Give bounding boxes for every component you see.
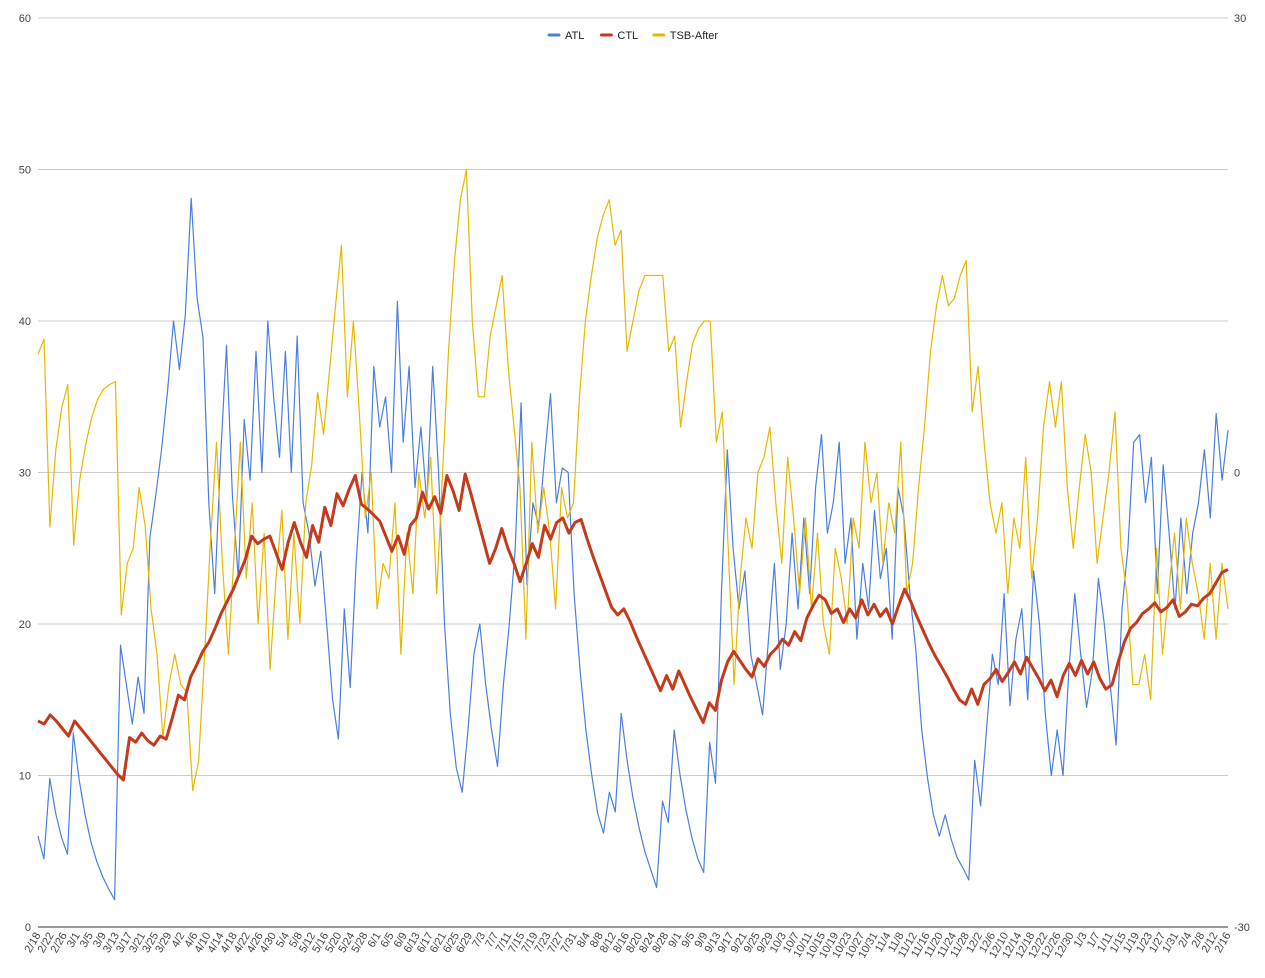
left-tick-label: 60	[19, 13, 31, 25]
legend-label: ATL	[565, 30, 584, 42]
legend[interactable]: ATL CTL TSB-After	[547, 30, 719, 42]
series-group	[37, 168, 1229, 901]
right-tick-label: -30	[1234, 922, 1250, 934]
legend-item-ctl[interactable]: CTL	[599, 30, 638, 42]
gridlines	[38, 17, 1228, 928]
left-tick-label: 30	[19, 468, 31, 480]
left-tick-label: 20	[19, 619, 31, 631]
left-tick-label: 0	[25, 922, 31, 934]
left-tick-label: 40	[19, 316, 31, 328]
x-axis: 2/182/222/263/13/53/93/133/173/213/253/2…	[22, 931, 1233, 961]
legend-item-tsb-after[interactable]: TSB-After	[652, 30, 719, 42]
legend-item-atl[interactable]: ATL	[547, 30, 584, 42]
left-axis: 0 10 20 30 40 50 60	[19, 13, 31, 934]
legend-label: TSB-After	[670, 30, 719, 42]
series-line-tsb-after	[37, 168, 1229, 792]
left-tick-label: 50	[19, 165, 31, 177]
series-line-ctl	[37, 472, 1229, 782]
right-tick-label: 30	[1234, 13, 1246, 25]
legend-label: CTL	[617, 30, 638, 42]
right-axis: -30 0 30	[1234, 13, 1250, 934]
left-tick-label: 10	[19, 771, 31, 783]
series-line-atl	[37, 197, 1229, 901]
right-tick-label: 0	[1234, 468, 1240, 480]
